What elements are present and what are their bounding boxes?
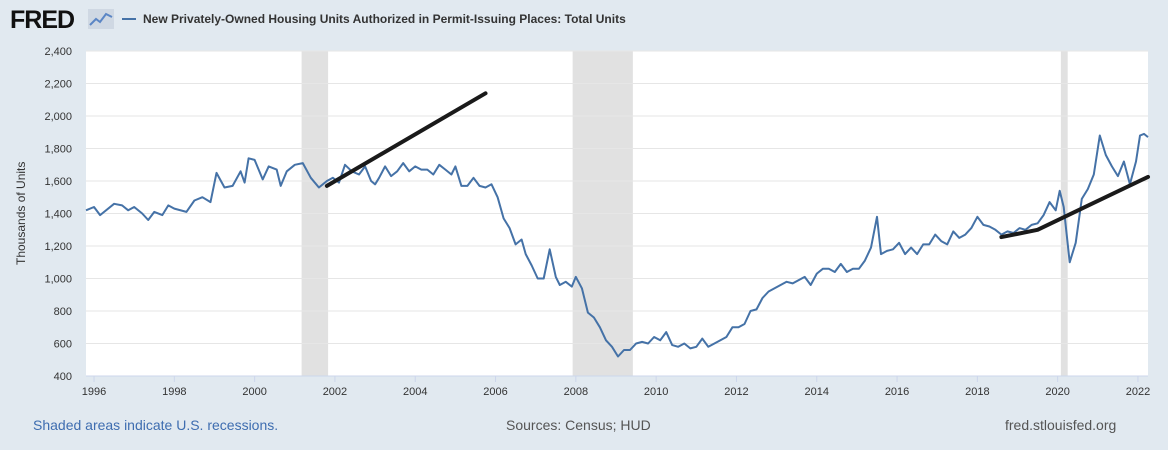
chart-header: FRED New Privately-Owned Housing Units A… <box>0 0 1168 40</box>
y-tick-label: 2,000 <box>44 111 72 123</box>
series-line[interactable] <box>85 132 1149 358</box>
legend-swatch <box>122 18 136 20</box>
trend-line <box>999 174 1150 240</box>
x-tick-label: 1996 <box>82 386 106 398</box>
trend-line <box>324 91 488 188</box>
y-tick-label: 1,000 <box>44 274 72 286</box>
line-chart-icon <box>88 9 114 29</box>
y-tick-label: 1,800 <box>44 144 72 156</box>
x-axis-ticks: 1996 1998 2000 2002 2004 2006 2008 2010 2012 2014… <box>82 375 1150 398</box>
x-tick-label: 1998 <box>162 386 186 398</box>
fred-logo[interactable]: FRED <box>10 6 75 34</box>
x-tick-label: 2004 <box>403 386 427 398</box>
trend-lines <box>324 91 1150 240</box>
fred-site-link[interactable]: fred.stlouisfed.org <box>1005 417 1117 433</box>
chart-legend: New Privately-Owned Housing Units Author… <box>122 12 626 26</box>
y-tick-label: 1,600 <box>44 176 72 188</box>
y-tick-label: 2,200 <box>44 79 72 91</box>
x-tick-label: 2002 <box>323 386 347 398</box>
y-tick-label: 800 <box>54 306 72 318</box>
y-axis-ticks: 400 600 800 1,000 1,200 1,400 1,600 1,800 2,000 2… <box>44 46 72 383</box>
x-tick-label: 2012 <box>724 386 748 398</box>
y-tick-label: 1,200 <box>44 241 72 253</box>
y-tick-label: 600 <box>54 339 72 351</box>
sources-text: Sources: Census; HUD <box>506 417 651 433</box>
x-tick-label: 2020 <box>1045 386 1069 398</box>
recession-note-link[interactable]: Shaded areas indicate U.S. recessions. <box>33 417 279 433</box>
x-tick-label: 2016 <box>885 386 909 398</box>
x-tick-label: 2018 <box>965 386 989 398</box>
legend-label: New Privately-Owned Housing Units Author… <box>143 12 626 26</box>
x-tick-label: 2010 <box>644 386 668 398</box>
x-tick-label: 2014 <box>805 386 829 398</box>
y-tick-label: 2,400 <box>44 46 72 58</box>
y-tick-label: 1,400 <box>44 209 72 221</box>
y-tick-label: 400 <box>54 371 72 383</box>
x-tick-label: 2008 <box>564 386 588 398</box>
x-tick-label: 2000 <box>242 386 266 398</box>
x-tick-label: 2022 <box>1126 386 1150 398</box>
x-tick-label: 2006 <box>483 386 507 398</box>
series-layer <box>85 132 1149 358</box>
